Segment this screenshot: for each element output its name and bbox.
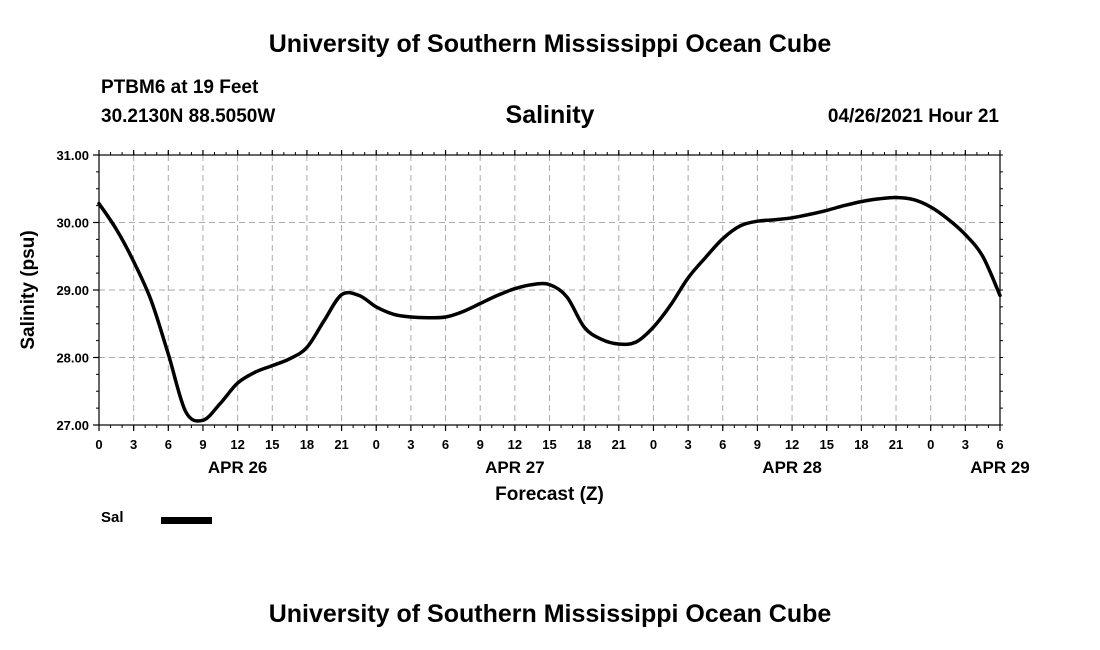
salinity-chart: 27.00 28.00 29.00 30.00 31.00 0 3 6 9 12 15 18 21 0 3 6… <box>18 148 1030 505</box>
x-tick-label: 18 <box>300 437 314 452</box>
axis-labels: 27.00 28.00 29.00 30.00 31.00 0 3 6 9 12 15 18 21 0 3 6… <box>56 148 1029 477</box>
x-tick-label: 6 <box>442 437 449 452</box>
x-tick-label: 12 <box>230 437 244 452</box>
x-tick-label: 0 <box>650 437 657 452</box>
x-tick-label: 12 <box>508 437 522 452</box>
x-tick-label: 0 <box>373 437 380 452</box>
x-tick-label: 0 <box>95 437 102 452</box>
x-tick-label: 9 <box>199 437 206 452</box>
x-tick-label: 3 <box>684 437 691 452</box>
x-tick-label: 0 <box>927 437 934 452</box>
x-tick-label: 18 <box>854 437 868 452</box>
x-tick-label: 3 <box>407 437 414 452</box>
x-tick-label: 15 <box>819 437 833 452</box>
x-tick-label: 21 <box>889 437 903 452</box>
x-tick-label: 6 <box>996 437 1003 452</box>
y-tick-label: 27.00 <box>56 418 89 433</box>
y-tick-label: 29.00 <box>56 283 89 298</box>
coordinates-label: 30.2130N 88.5050W <box>101 106 276 127</box>
x-tick-label: 6 <box>165 437 172 452</box>
grid <box>99 155 1000 425</box>
x-tick-label: 21 <box>334 437 348 452</box>
x-tick-label: 3 <box>130 437 137 452</box>
x-tick-label: 6 <box>719 437 726 452</box>
station-label: PTBM6 at 19 Feet <box>101 77 259 98</box>
date-label: APR 28 <box>762 458 822 477</box>
y-tick-label: 30.00 <box>56 216 89 231</box>
axis-ticks <box>93 150 1003 431</box>
x-axis-title: Forecast (Z) <box>495 484 604 505</box>
legend-label: Sal <box>101 509 124 526</box>
date-label: APR 26 <box>208 458 268 477</box>
x-tick-label: 9 <box>477 437 484 452</box>
y-tick-label: 31.00 <box>56 148 89 163</box>
y-axis-title: Salinity (psu) <box>18 230 39 349</box>
x-tick-label: 15 <box>265 437 279 452</box>
series-line-sal <box>97 195 1002 423</box>
x-tick-label: 3 <box>962 437 969 452</box>
y-tick-label: 28.00 <box>56 351 89 366</box>
page-title: University of Southern Mississippi Ocean… <box>268 30 832 58</box>
timestamp-label: 04/26/2021 Hour 21 <box>827 106 999 127</box>
x-tick-label: 9 <box>754 437 761 452</box>
date-label: APR 27 <box>485 458 545 477</box>
legend-swatch <box>161 517 212 524</box>
x-tick-label: 15 <box>542 437 556 452</box>
x-tick-label: 21 <box>612 437 626 452</box>
footer-title: University of Southern Mississippi Ocean… <box>268 600 832 628</box>
x-tick-label: 18 <box>577 437 591 452</box>
chart-title: Salinity <box>505 101 595 129</box>
x-tick-label: 12 <box>785 437 799 452</box>
date-label: APR 29 <box>970 458 1030 477</box>
